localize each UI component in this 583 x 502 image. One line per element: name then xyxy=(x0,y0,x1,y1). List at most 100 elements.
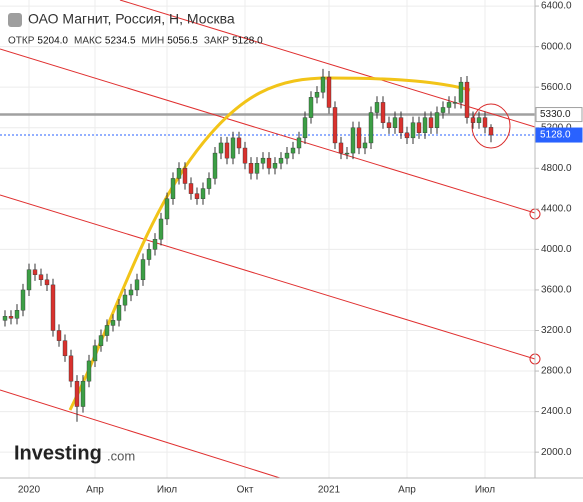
logo-icon xyxy=(8,13,22,27)
y-tick-label: 4000.0 xyxy=(541,244,572,255)
x-tick-label: Апр xyxy=(398,485,416,496)
stat-name: МИН xyxy=(142,36,165,47)
candle-body xyxy=(80,380,86,407)
y-tick-label: 6400.0 xyxy=(541,1,572,12)
curve-drawing xyxy=(68,76,471,411)
candle-body xyxy=(224,142,230,159)
candle-body xyxy=(374,102,380,113)
price-label: 5330.0 xyxy=(540,109,571,120)
candle-body xyxy=(176,168,182,179)
chart-title: ОАО Магнит, Россия, Н, Москва xyxy=(28,11,235,27)
candle-body xyxy=(338,142,344,154)
candle-body xyxy=(350,127,356,154)
candle-body xyxy=(326,76,332,108)
x-tick-label: 2021 xyxy=(318,485,341,496)
candle-body xyxy=(296,137,302,149)
candle-body xyxy=(344,152,350,155)
candle-body xyxy=(440,107,446,113)
candle-body xyxy=(20,289,26,311)
trend-line xyxy=(0,194,536,360)
candle-body xyxy=(110,320,116,326)
candle-body xyxy=(302,117,308,139)
candle-body xyxy=(248,163,254,174)
y-tick-label: 3200.0 xyxy=(541,325,572,336)
candle-body xyxy=(476,117,482,123)
stat-value: 5128.0 xyxy=(232,36,263,47)
stat-value: 5056.5 xyxy=(167,36,198,47)
candle-body xyxy=(56,330,62,341)
logo-suffix: .com xyxy=(107,448,135,463)
stats: ОТКР 5204.0 МАКС 5234.5 МИН 5056.5 ЗАКР 5128.0 xyxy=(8,36,263,47)
candle-body xyxy=(134,279,140,291)
candle-body xyxy=(146,249,152,260)
candle-body xyxy=(152,239,158,250)
candle-body xyxy=(122,294,128,306)
candle-body xyxy=(74,380,80,407)
candle-body xyxy=(320,76,326,93)
candle-body xyxy=(266,157,272,169)
candle-body xyxy=(8,316,14,319)
x-tick-label: Июл xyxy=(157,485,177,496)
candle-body xyxy=(68,355,74,382)
x-tick-label: Окт xyxy=(237,485,254,496)
stat-name: МАКС xyxy=(74,36,102,47)
candle-body xyxy=(236,137,242,149)
candle-body xyxy=(290,147,296,154)
candle-body xyxy=(464,81,470,118)
y-tick-label: 2000.0 xyxy=(541,447,572,458)
candle-body xyxy=(392,117,398,128)
candle-body xyxy=(92,345,98,362)
logo: Investing xyxy=(14,442,102,464)
y-tick-label: 6000.0 xyxy=(541,41,572,52)
candle-body xyxy=(284,152,290,159)
candle-body xyxy=(194,193,200,199)
candle-body xyxy=(452,102,458,104)
candle-body xyxy=(404,132,410,139)
candle-body xyxy=(368,112,374,144)
candle-body xyxy=(116,304,122,321)
candle-body xyxy=(386,122,392,128)
x-tick-label: Июл xyxy=(475,485,495,496)
price-label-box xyxy=(535,107,583,123)
candle-body xyxy=(434,112,440,128)
candle-body xyxy=(188,183,194,194)
y-tick-label: 5600.0 xyxy=(541,82,572,93)
candle-body xyxy=(86,360,92,382)
stat-value: 5234.5 xyxy=(105,36,136,47)
candle-body xyxy=(170,178,176,199)
candle-body xyxy=(410,122,416,139)
circle-drawing xyxy=(471,103,511,149)
candle-body xyxy=(422,117,428,134)
y-tick-label: 4400.0 xyxy=(541,203,572,214)
candle-body xyxy=(32,269,38,275)
trend-line xyxy=(0,389,281,479)
candle-body xyxy=(230,137,236,159)
candle-body xyxy=(62,340,68,357)
candle-body xyxy=(446,102,452,108)
candle-body xyxy=(260,157,266,164)
y-tick-label: 2800.0 xyxy=(541,366,572,377)
candle-body xyxy=(98,335,104,346)
candles xyxy=(2,68,494,422)
candle-body xyxy=(272,163,278,169)
candle-body xyxy=(332,107,338,144)
candle-body xyxy=(362,142,368,149)
candle-body xyxy=(428,117,434,128)
x-tick-label: Апр xyxy=(86,485,104,496)
candle-body xyxy=(44,279,50,286)
candle-body xyxy=(128,289,134,296)
candle-body xyxy=(488,127,494,136)
stat-value: 5204.0 xyxy=(37,36,68,47)
candle-body xyxy=(38,274,44,281)
candle-body xyxy=(206,178,212,189)
trend-line xyxy=(0,48,536,214)
y-tick-label: 2400.0 xyxy=(541,406,572,417)
price-label-box xyxy=(535,127,583,143)
candle-body xyxy=(380,102,386,123)
candle-body xyxy=(308,97,314,118)
candle-body xyxy=(212,152,218,179)
candle-body xyxy=(218,142,224,154)
candle-body xyxy=(278,157,284,164)
candle-body xyxy=(482,117,488,128)
